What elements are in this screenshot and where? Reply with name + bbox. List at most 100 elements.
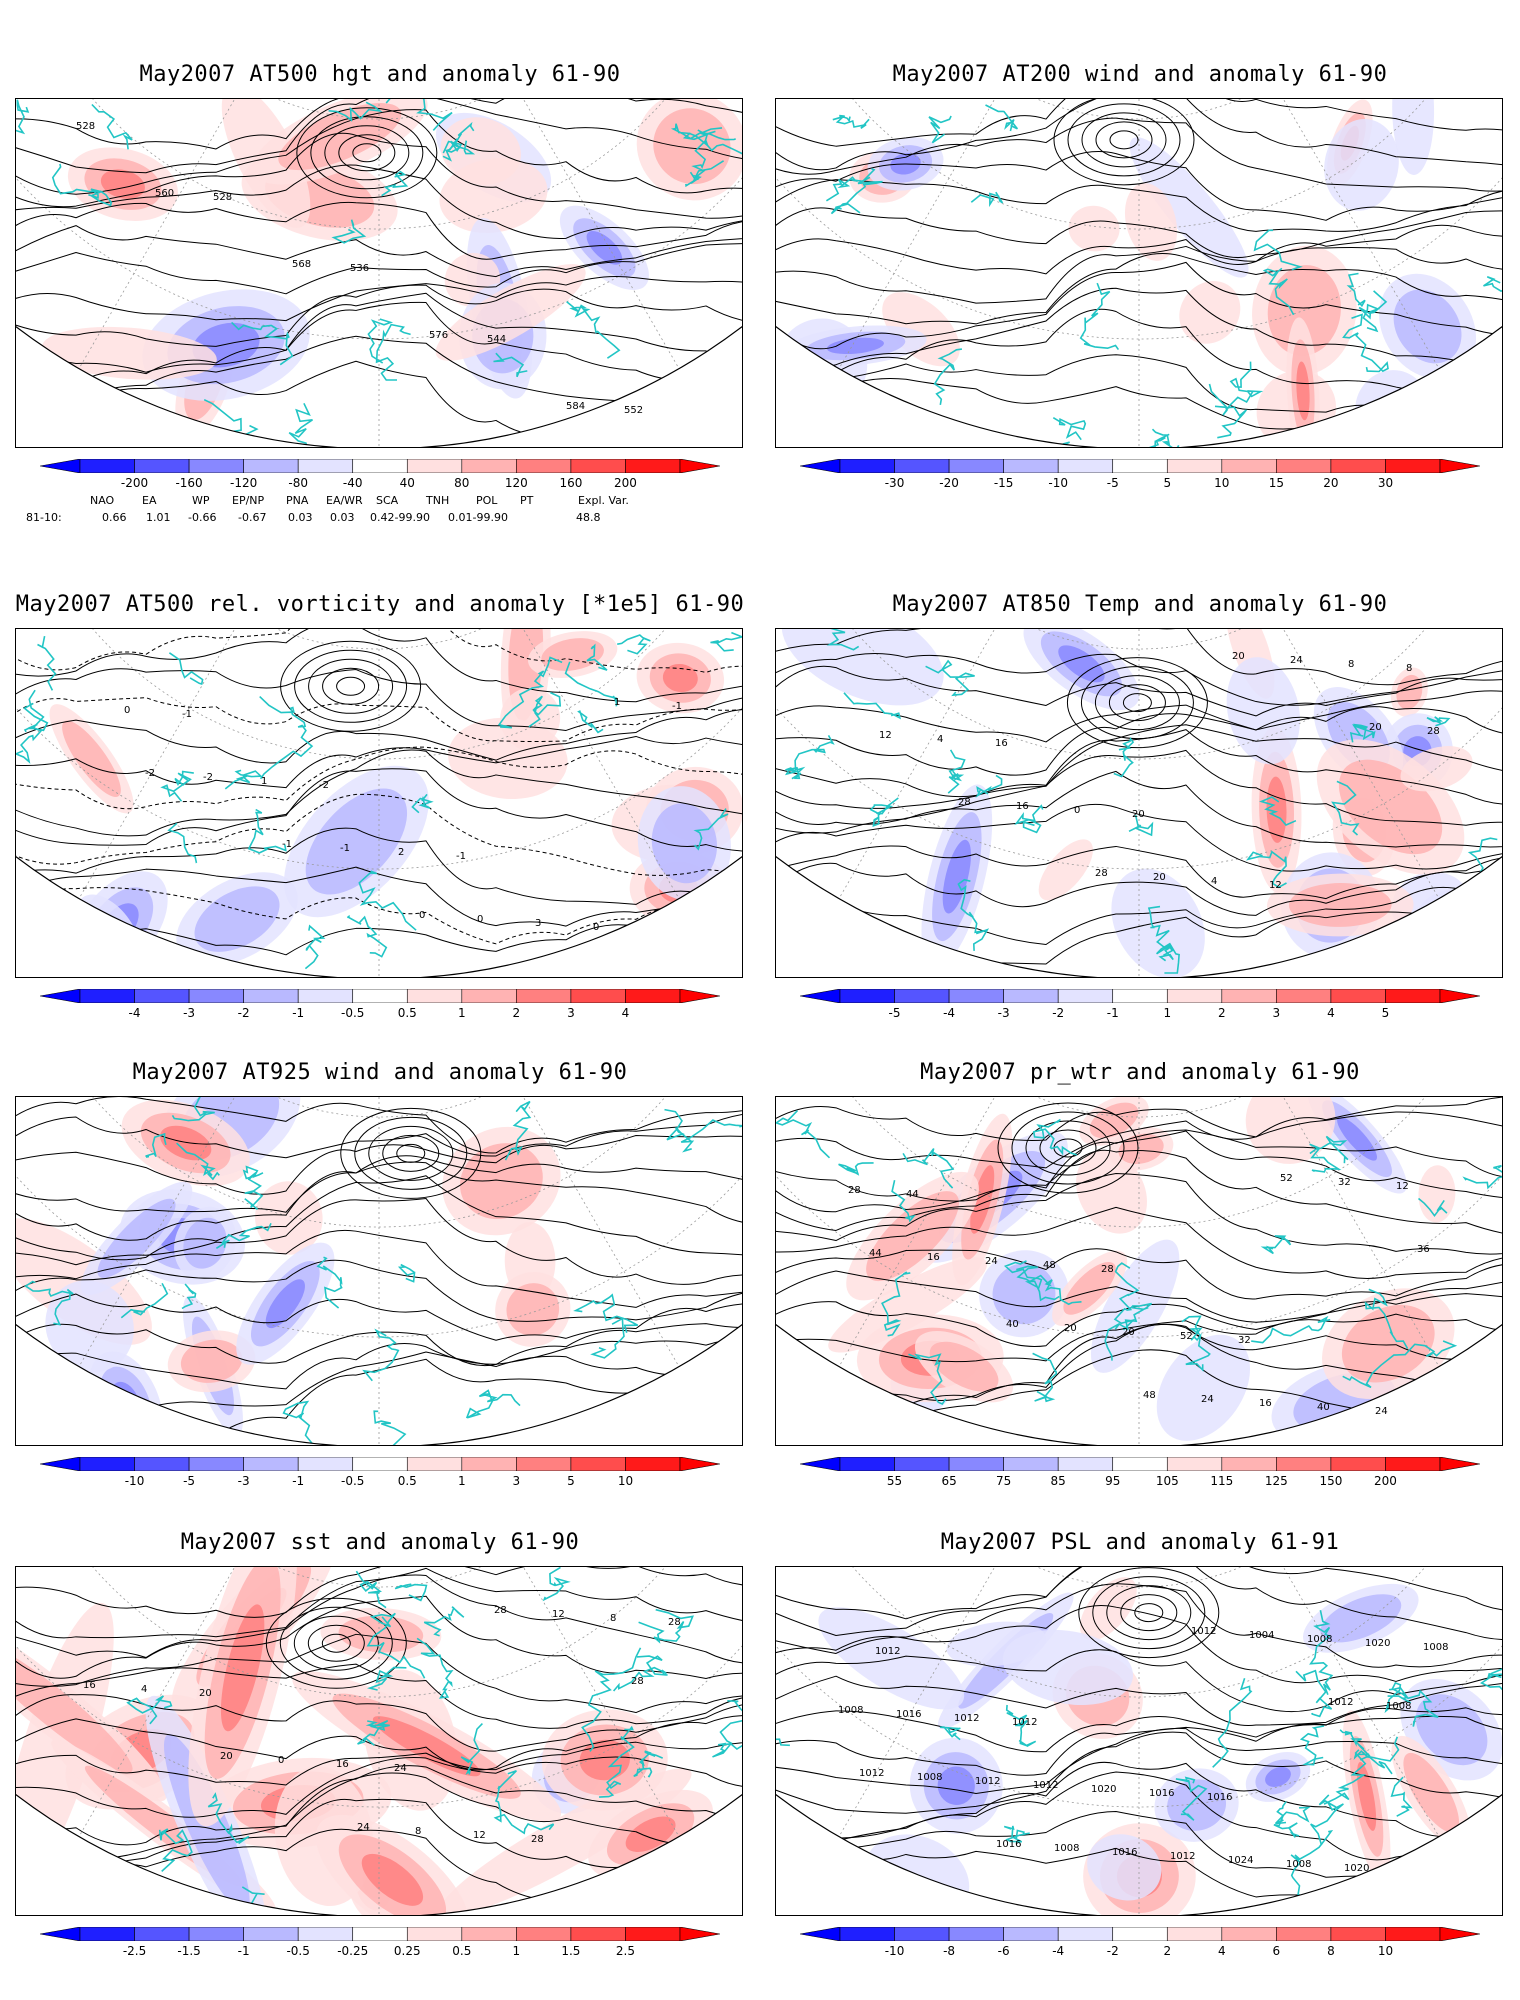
colorbar-tick-label: -0.5 xyxy=(341,1006,365,1020)
coastline xyxy=(957,878,990,951)
index-name: NAO xyxy=(90,494,115,507)
colorbar-swatch xyxy=(1276,1926,1332,1942)
contour-label: 1016 xyxy=(896,1709,921,1720)
closed-contour xyxy=(997,1102,1139,1194)
positive-anomaly-area xyxy=(160,1125,212,1161)
coastline xyxy=(1364,1288,1409,1349)
colorbar-swatch xyxy=(1385,458,1441,474)
negative-anomaly-area xyxy=(1324,119,1399,211)
colorbar-labels: -10 -8 -6 -4 -2 2 4 6 8 10 xyxy=(800,1944,1480,1960)
coastline xyxy=(1462,1164,1502,1190)
contour-line xyxy=(16,1715,742,1771)
polar-map xyxy=(16,1097,742,1445)
contour-label: 12 xyxy=(552,1609,565,1620)
meridian-line xyxy=(1138,1567,1440,1837)
contour-label: 1008 xyxy=(838,1705,863,1716)
meridian-line xyxy=(78,629,380,899)
coastline xyxy=(710,631,742,652)
coastline xyxy=(259,696,314,780)
coastline xyxy=(612,1655,668,1692)
contour-label: 1016 xyxy=(996,1839,1021,1850)
colorbar-tick-label: 5 xyxy=(1163,476,1172,490)
streamline xyxy=(16,1259,742,1322)
coastline xyxy=(1104,1302,1153,1361)
positive-anomaly-area xyxy=(1409,928,1458,961)
contour-label: -2 xyxy=(319,780,329,791)
contour-line xyxy=(16,1567,742,1618)
streamline xyxy=(16,1135,742,1195)
colorbar-tick-label: 1.5 xyxy=(561,1944,581,1958)
coastline xyxy=(853,403,888,429)
streamline xyxy=(776,224,1502,275)
colorbar-swatch xyxy=(1166,458,1223,474)
colorbar xyxy=(39,458,721,474)
closed-contour xyxy=(368,1125,454,1181)
colorbar-tick-label: -1.5 xyxy=(177,1944,201,1958)
contour-label: 1012 xyxy=(875,1646,900,1657)
coastline xyxy=(680,1119,742,1153)
positive-anomaly-area xyxy=(1079,1577,1137,1641)
contour-label: 1008 xyxy=(1286,1859,1311,1870)
coastline xyxy=(1212,1677,1253,1768)
positive-anomaly-area xyxy=(1266,776,1287,843)
contour-label: 24 xyxy=(357,1822,370,1833)
colorbar-tick-label: 4 xyxy=(1217,1944,1226,1958)
negative-anomaly-area xyxy=(97,1198,176,1278)
index-value: -0.67 xyxy=(238,511,267,524)
positive-anomaly-area xyxy=(100,169,145,199)
closed-contour xyxy=(336,676,366,696)
contour-label: 24 xyxy=(394,1763,407,1774)
map-frame xyxy=(15,1096,743,1446)
coastline xyxy=(1483,276,1502,292)
contour-label: 0 xyxy=(124,705,130,716)
index-value: 0.42-99.90 xyxy=(370,511,430,524)
colorbar-tick-label: 8 xyxy=(1327,1944,1335,1958)
colorbar-tick-label: 0.5 xyxy=(397,1474,417,1488)
closed-contour xyxy=(1122,693,1152,713)
contour-line xyxy=(16,697,742,742)
coastline xyxy=(1299,1725,1325,1766)
positive-anomaly-area xyxy=(361,1853,424,1906)
coastline xyxy=(242,1165,264,1211)
meridian-line xyxy=(776,99,1140,150)
coastline xyxy=(599,1725,635,1798)
contour-line xyxy=(776,1567,1502,1620)
colorbar-tick-label: 5 xyxy=(1381,1006,1390,1020)
contour-label: 0 xyxy=(419,910,425,921)
colorbar-tick-label: 3 xyxy=(512,1474,521,1488)
streamline xyxy=(16,1175,742,1261)
streamline xyxy=(16,1161,742,1241)
coastline xyxy=(1273,1801,1300,1838)
colorbar-swatch xyxy=(1003,1926,1059,1942)
meridian-line xyxy=(78,1567,380,1837)
contour-line xyxy=(776,1129,1502,1202)
contour-label: 0 xyxy=(593,922,599,933)
colorbar xyxy=(39,1926,721,1942)
colorbar-swatch xyxy=(1221,1926,1277,1942)
contour-label: 4 xyxy=(937,734,943,745)
coastline xyxy=(1181,1315,1211,1372)
contour-line xyxy=(776,706,1502,776)
streamline xyxy=(776,179,1502,232)
closed-contour xyxy=(1025,1120,1111,1176)
contour-line xyxy=(16,746,742,810)
colorbar-tick-label: 3 xyxy=(567,1006,575,1020)
polar-map: 1016 1020 1012 1012 1016 1008 1008 1012 1020 1024… xyxy=(776,1567,1502,1915)
colorbar-tick-label: -20 xyxy=(939,476,959,490)
coastline xyxy=(1253,229,1303,271)
coastline xyxy=(586,643,608,671)
streamline xyxy=(16,1229,742,1308)
coastline xyxy=(813,629,860,651)
colorbar-tick-label: -2.5 xyxy=(122,1944,147,1958)
positive-anomaly-area xyxy=(1296,361,1310,421)
colorbar-swatch xyxy=(625,1926,681,1942)
contour-line xyxy=(776,1605,1502,1684)
coastline xyxy=(542,1567,571,1602)
streamline xyxy=(16,1111,742,1159)
contour-label: 8 xyxy=(610,1613,616,1624)
coastline xyxy=(1480,1668,1502,1692)
contour-line xyxy=(16,243,742,295)
negative-anomaly-area xyxy=(1265,1766,1291,1787)
coastline xyxy=(1370,937,1406,977)
colorbar-tick-label: 95 xyxy=(1105,1474,1121,1488)
